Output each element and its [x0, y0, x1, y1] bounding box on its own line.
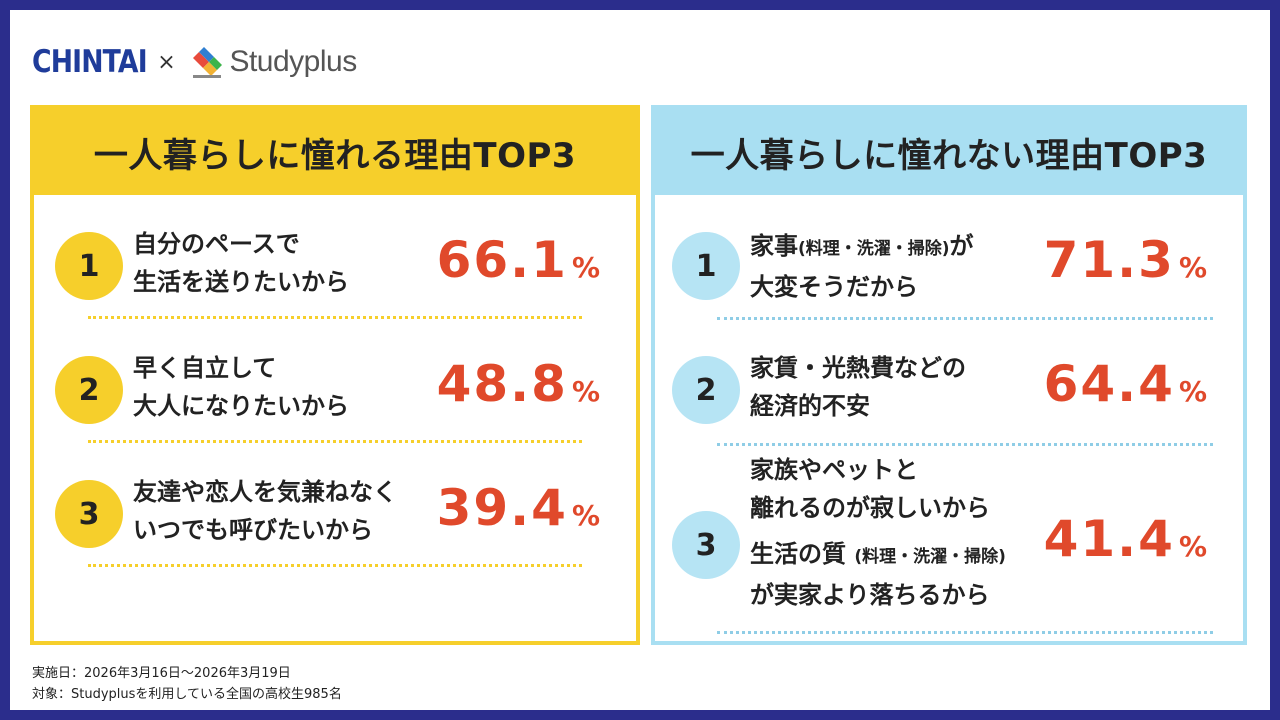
- reason-text: 家事(料理・洗濯・掃除)が 大変そうだから: [750, 232, 974, 301]
- rank-badge: 3: [55, 480, 123, 548]
- cross-separator: ×: [157, 49, 176, 75]
- percentage: 48.8%: [436, 355, 600, 413]
- rank-badge: 2: [672, 356, 740, 424]
- reason-text: 友達や恋人を気兼ねなく いつでも呼びたいから: [133, 478, 397, 544]
- rank-badge: 1: [672, 232, 740, 300]
- reason-text: 家族やペットと 離れるのが寂しいから 生活の質 (料理・洗濯・掃除) が実家より…: [750, 456, 1006, 609]
- dotted-divider: [88, 564, 582, 567]
- percentage: 64.4%: [1043, 355, 1207, 413]
- rank-badge: 2: [55, 356, 123, 424]
- dotted-divider: [717, 443, 1213, 446]
- dotted-divider: [88, 316, 582, 319]
- chintai-logo: CHINTAI: [32, 44, 148, 80]
- percentage: 41.4%: [1043, 510, 1207, 568]
- panel-title: 一人暮らしに憧れない理由TOP3: [690, 135, 1208, 176]
- studyplus-pencil-icon: [193, 47, 223, 78]
- logo-bar: CHINTAI × Studyplus: [32, 40, 357, 84]
- percentage: 66.1%: [436, 231, 600, 289]
- reasons-yes-panel: 一人暮らしに憧れる理由TOP3 1 自分のペースで 生活を送りたいから 66.1…: [30, 105, 640, 645]
- panel-body: 1 家事(料理・洗濯・掃除)が 大変そうだから 71.3% 2 家賃・光熱費など…: [655, 195, 1243, 641]
- percentage: 39.4%: [436, 479, 600, 537]
- reason-text: 家賃・光熱費などの 経済的不安: [750, 354, 966, 420]
- studyplus-logo: Studyplus: [229, 45, 357, 78]
- dotted-divider: [88, 440, 582, 443]
- rank-badge: 3: [672, 511, 740, 579]
- dotted-divider: [717, 631, 1213, 634]
- reasons-no-panel: 一人暮らしに憧れない理由TOP3 1 家事(料理・洗濯・掃除)が 大変そうだから…: [651, 105, 1247, 645]
- percentage: 71.3%: [1043, 231, 1207, 289]
- reason-text: 早く自立して 大人になりたいから: [133, 354, 349, 420]
- dotted-divider: [717, 317, 1213, 320]
- panel-body: 1 自分のペースで 生活を送りたいから 66.1% 2 早く自立して 大人になり…: [34, 195, 636, 641]
- infographic-canvas: CHINTAI × Studyplus 一人暮らしに憧れる理由TOP3 1 自分…: [10, 10, 1270, 710]
- rank-badge: 1: [55, 232, 123, 300]
- survey-date: 実施日：2026年3月16日〜2026年3月19日: [32, 666, 291, 681]
- survey-target: 対象：Studyplusを利用している全国の高校生985名: [32, 687, 342, 702]
- panel-title: 一人暮らしに憧れる理由TOP3: [93, 135, 577, 176]
- reason-text: 自分のペースで 生活を送りたいから: [133, 230, 349, 296]
